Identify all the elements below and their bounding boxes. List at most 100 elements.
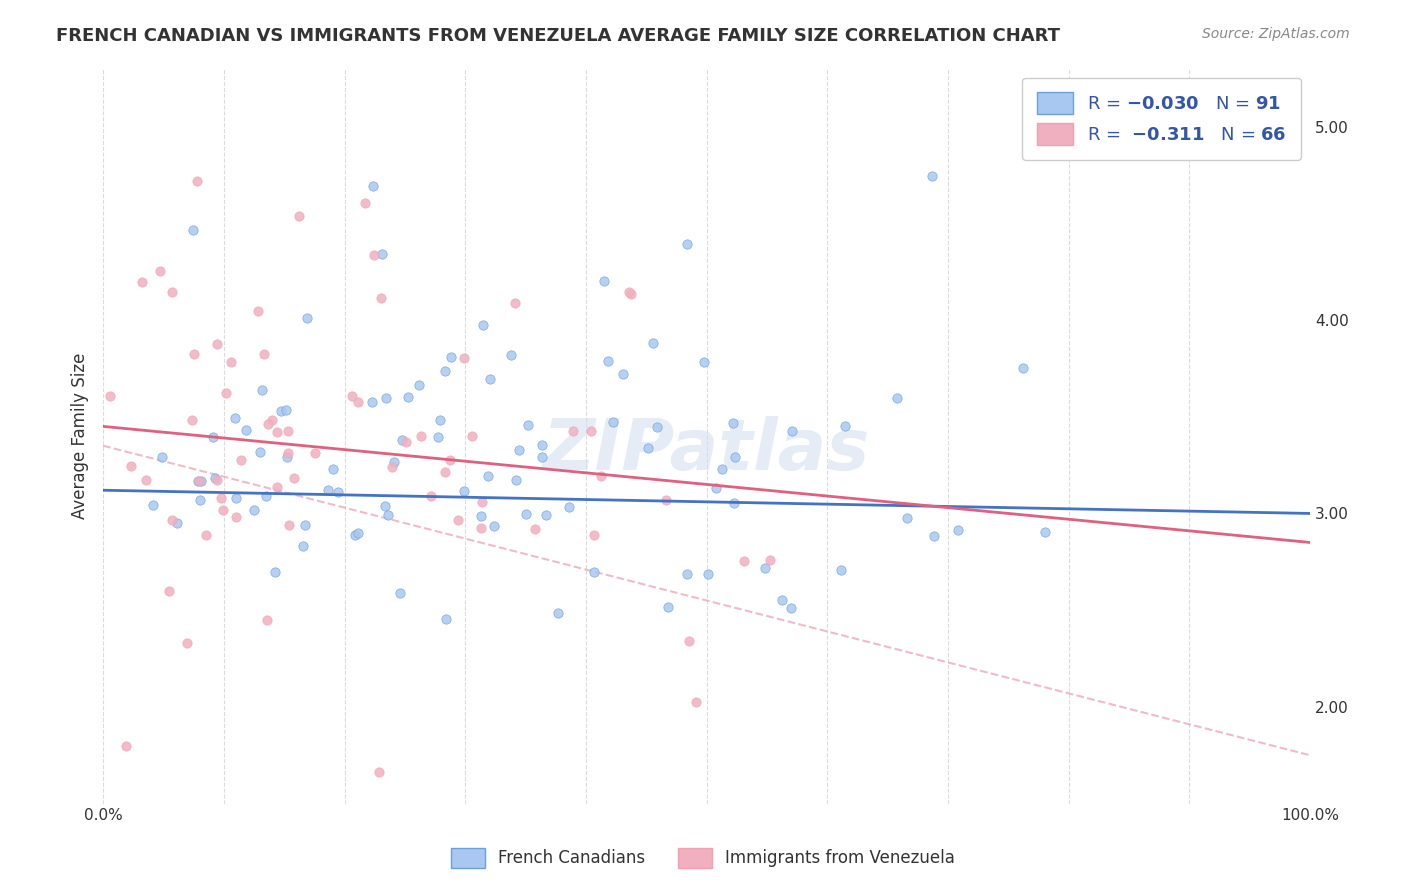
Point <box>685 695 707 709</box>
Point <box>453 351 475 365</box>
Point <box>411 429 433 443</box>
Point <box>157 583 180 598</box>
Point <box>946 523 969 537</box>
Point <box>508 442 530 457</box>
Point <box>524 522 547 536</box>
Point <box>256 417 278 431</box>
Point <box>142 498 165 512</box>
Point <box>612 367 634 381</box>
Point <box>693 354 716 368</box>
Point <box>758 553 780 567</box>
Point <box>433 364 456 378</box>
Point <box>231 453 253 467</box>
Point <box>188 493 211 508</box>
Point <box>160 513 183 527</box>
Legend: R = $\bf{-0.030}$   N = $\bf{91}$, R =  $\bf{-0.311}$   N = $\bf{66}$: R = $\bf{-0.030}$ N = $\bf{91}$, R = $\b… <box>1022 78 1301 160</box>
Point <box>676 237 699 252</box>
Point <box>434 612 457 626</box>
Point <box>266 425 288 439</box>
Point <box>886 392 908 406</box>
Point <box>676 566 699 581</box>
Point <box>420 489 443 503</box>
Point <box>470 520 492 534</box>
Point <box>370 291 392 305</box>
Y-axis label: Average Family Size: Average Family Size <box>72 353 89 519</box>
Point <box>439 453 461 467</box>
Point <box>277 424 299 438</box>
Point <box>326 484 349 499</box>
Point <box>249 445 271 459</box>
Point <box>484 519 506 533</box>
Legend: French Canadians, Immigrants from Venezuela: French Canadians, Immigrants from Venezu… <box>444 841 962 875</box>
Point <box>583 528 606 542</box>
Text: ZIPatlas: ZIPatlas <box>543 417 870 485</box>
Point <box>340 389 363 403</box>
Point <box>477 468 499 483</box>
Point <box>471 495 494 509</box>
Point <box>501 348 523 362</box>
Point <box>243 503 266 517</box>
Point <box>288 209 311 223</box>
Point <box>347 525 370 540</box>
Point <box>472 318 495 333</box>
Point <box>654 492 676 507</box>
Point <box>678 633 700 648</box>
Point <box>276 403 298 417</box>
Point <box>1011 361 1033 376</box>
Point <box>754 561 776 575</box>
Point <box>382 455 405 469</box>
Point <box>235 423 257 437</box>
Point <box>162 285 184 299</box>
Point <box>697 567 720 582</box>
Point <box>250 383 273 397</box>
Point <box>120 458 142 473</box>
Point <box>294 518 316 533</box>
Point <box>374 499 396 513</box>
Point <box>361 179 384 194</box>
Point <box>225 491 247 505</box>
Point <box>204 471 226 485</box>
Point <box>447 513 470 527</box>
Point <box>830 563 852 577</box>
Point <box>922 529 945 543</box>
Point <box>710 461 733 475</box>
Point <box>344 528 367 542</box>
Point <box>637 442 659 456</box>
Point <box>593 274 616 288</box>
Point <box>596 353 619 368</box>
Point <box>211 503 233 517</box>
Point <box>517 417 540 432</box>
Point <box>583 565 606 579</box>
Point <box>316 483 339 497</box>
Point <box>896 511 918 525</box>
Point <box>733 554 755 568</box>
Point <box>135 473 157 487</box>
Point <box>215 385 238 400</box>
Point <box>558 500 581 514</box>
Point <box>391 433 413 447</box>
Point <box>354 196 377 211</box>
Point <box>149 264 172 278</box>
Point <box>433 466 456 480</box>
Point <box>562 424 585 438</box>
Point <box>253 347 276 361</box>
Point <box>115 739 138 753</box>
Point <box>194 528 217 542</box>
Point <box>346 395 368 409</box>
Point <box>388 585 411 599</box>
Point <box>395 435 418 450</box>
Point <box>547 607 569 621</box>
Point <box>617 285 640 299</box>
Text: Source: ZipAtlas.com: Source: ZipAtlas.com <box>1202 27 1350 41</box>
Point <box>278 518 301 533</box>
Point <box>188 474 211 488</box>
Point <box>276 450 298 464</box>
Point <box>264 565 287 579</box>
Point <box>374 391 396 405</box>
Point <box>645 419 668 434</box>
Point <box>277 446 299 460</box>
Point <box>295 311 318 326</box>
Point <box>505 473 527 487</box>
Point <box>190 474 212 488</box>
Point <box>224 410 246 425</box>
